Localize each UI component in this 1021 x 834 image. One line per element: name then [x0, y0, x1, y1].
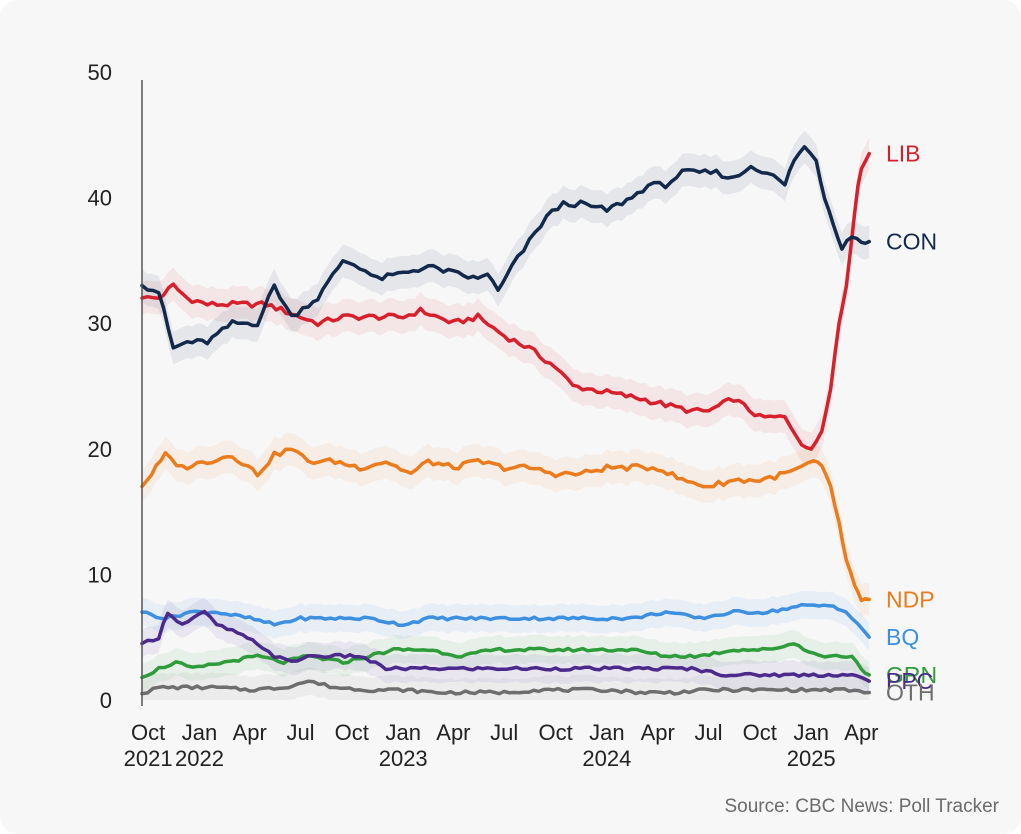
x-year-label: 2023 — [379, 746, 428, 771]
y-tick-label: 40 — [88, 186, 112, 211]
x-year-label: 2025 — [787, 746, 836, 771]
x-year-label: 2021 — [124, 746, 173, 771]
x-tick-label: Apr — [233, 720, 267, 745]
x-tick-label: Jan — [385, 720, 420, 745]
series-line-lib — [140, 151, 871, 451]
axes: 0 10 20 30 40 50 Oct Jan Apr Jul Oct Jan Apr Jul Oct Ja… — [88, 60, 879, 771]
series-line-ppc — [140, 609, 871, 683]
x-tick-label: Apr — [436, 720, 470, 745]
band-con — [142, 130, 870, 365]
y-tick-label: 0 — [100, 688, 112, 713]
x-tick-label: Jul — [490, 720, 518, 745]
y-tick-label: 10 — [88, 562, 112, 587]
y-tick-label: 20 — [88, 437, 112, 462]
series-label-lib: LIB — [886, 141, 921, 167]
x-tick-label: Oct — [131, 720, 165, 745]
x-tick-label: Apr — [844, 720, 878, 745]
x-tick-label: Oct — [335, 720, 369, 745]
x-tick-label: Oct — [743, 720, 777, 745]
series-label-ndp: NDP — [886, 587, 935, 613]
x-tick-label: Jul — [694, 720, 722, 745]
series-line-con — [140, 145, 871, 350]
series-line-bq — [140, 602, 871, 639]
series-label-ppc: PPC — [886, 668, 933, 694]
x-year-label: 2022 — [175, 746, 224, 771]
y-tick-label: 30 — [88, 311, 112, 336]
band-grn — [142, 630, 870, 692]
x-tick-label: Jul — [286, 720, 314, 745]
series-label-oth: OTH — [886, 680, 935, 706]
x-tick-label: Jan — [589, 720, 624, 745]
x-tick-label: Apr — [641, 720, 675, 745]
series-lines — [140, 145, 871, 696]
source-note: Source: CBC News: Poll Tracker — [724, 796, 999, 817]
band-ndp — [142, 432, 870, 617]
series-line-ndp — [140, 447, 871, 603]
x-tick-label: Oct — [538, 720, 572, 745]
x-year-label: 2024 — [582, 746, 631, 771]
y-tick-label: 50 — [88, 60, 112, 85]
series-label-con: CON — [886, 229, 937, 255]
band-bq — [142, 590, 870, 651]
series-label-bq: BQ — [886, 624, 919, 650]
x-tick-label: Jan — [793, 720, 828, 745]
series-line-oth — [140, 679, 871, 696]
x-tick-label: Jan — [182, 720, 217, 745]
band-lib — [142, 137, 870, 466]
series-label-grn: GRN — [886, 662, 937, 688]
series-line-grn — [140, 642, 871, 680]
